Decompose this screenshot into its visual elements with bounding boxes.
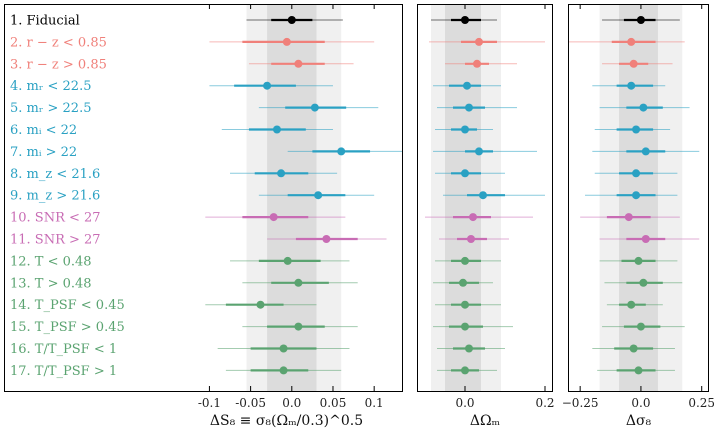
om-tick-label: 0.0 (455, 396, 474, 410)
s8-tick-label: -0.05 (235, 396, 266, 410)
sig8-tick-label: 0.0 (631, 396, 650, 410)
s8-inner-band (267, 4, 317, 391)
s8-point (322, 235, 331, 243)
om-point (467, 235, 475, 243)
sig8-point (632, 191, 641, 200)
s8-tick-label: -0.1 (198, 396, 221, 410)
row-label: 1. Fiducial (10, 14, 80, 29)
om-point (469, 213, 477, 222)
row-label: 17. T/T_PSF > 1 (10, 364, 117, 379)
sig8-panel-frame (568, 4, 709, 392)
s8-point (310, 103, 319, 112)
s8-point (269, 213, 278, 222)
s8-point (337, 147, 346, 156)
data-marks (205, 16, 700, 375)
om-panel-frame (417, 4, 553, 392)
sig8-point (634, 256, 643, 265)
sig8-point (629, 59, 638, 68)
s8-point (294, 278, 303, 287)
om-point (465, 103, 473, 112)
s8-panel-frame (4, 4, 403, 392)
om-point (461, 169, 469, 178)
sig8-point (627, 300, 636, 309)
row-label: 11. SNR > 27 (10, 233, 101, 248)
s8-point (272, 125, 281, 134)
s8-point (279, 366, 288, 375)
s8-point (256, 300, 265, 309)
s8-point (294, 322, 303, 331)
om-point (461, 300, 469, 309)
sig8-point (639, 278, 648, 287)
sig8-point (632, 169, 641, 178)
row-label: 3. r − z > 0.85 (10, 57, 107, 72)
sig8-tick-label: 0.25 (688, 396, 714, 410)
s8-point (294, 59, 303, 68)
om-point (475, 37, 483, 46)
om-point (461, 322, 469, 331)
row-label: 2. r − z < 0.85 (10, 35, 107, 50)
row-label: 6. mᵢ < 22 (10, 123, 77, 138)
om-point (475, 147, 483, 156)
row-label: 10. SNR < 27 (10, 211, 101, 226)
om-point (461, 16, 469, 24)
row-labels: 1. Fiducial 2. r − z < 0.85 3. r − z > 0.8… (10, 14, 125, 379)
sig8-point (641, 235, 650, 243)
sig8-point (641, 147, 650, 156)
sig8-point (636, 16, 645, 24)
row-label: 5. mᵣ > 22.5 (10, 101, 91, 116)
row-label: 16. T/T_PSF < 1 (10, 342, 117, 357)
row-label: 13. T > 0.48 (10, 276, 92, 291)
sig8-point (624, 213, 633, 222)
s8-point (277, 169, 286, 178)
panel-frames (4, 4, 709, 392)
axis-labels: ΔS₈ ≡ σ₈(Ωₘ/0.3)^0.5 ΔΩₘ Δσ₈ (210, 413, 652, 429)
s8-point (279, 344, 288, 353)
s8-point (287, 16, 296, 24)
om-tick-label: 0.2 (535, 396, 554, 410)
om-point (463, 81, 471, 90)
om-axis-label: ΔΩₘ (470, 413, 501, 429)
row-label: 14. T_PSF < 0.45 (10, 298, 125, 313)
s8-point (263, 81, 272, 90)
s8-point (283, 256, 292, 265)
om-point (473, 59, 481, 68)
s8-tick-label: 0.0 (282, 396, 301, 410)
row-label: 15. T_PSF > 0.45 (10, 320, 125, 335)
om-point (461, 366, 469, 375)
row-label: 7. mᵢ > 22 (10, 145, 77, 160)
sig8-point (632, 125, 641, 134)
sig8-point (636, 322, 645, 331)
sig8-point (627, 37, 636, 46)
sig8-tick-label: −0.25 (562, 396, 599, 410)
sig8-point (634, 366, 643, 375)
sig8-point (629, 344, 638, 353)
om-point (459, 278, 467, 287)
s8-point (282, 37, 291, 46)
confidence-bands (246, 4, 683, 391)
om-point (465, 344, 473, 353)
row-label: 9. m_z > 21.6 (10, 189, 100, 204)
s8-tick-label: 0.1 (365, 396, 384, 410)
s8-tick-label: 0.05 (320, 396, 347, 410)
om-point (461, 256, 469, 265)
s8-axis-label: ΔS₈ ≡ σ₈(Ωₘ/0.3)^0.5 (210, 413, 363, 429)
s8-point (314, 191, 323, 200)
om-point (461, 125, 469, 134)
om-point (479, 191, 487, 200)
row-label: 4. mᵣ < 22.5 (10, 79, 91, 94)
sig8-point (627, 81, 636, 90)
axis-ticks: -0.1 -0.05 0.0 0.05 0.1 0.0 0.2 −0.25 0.0 0.25 (198, 4, 714, 410)
row-label: 8. m_z < 21.6 (10, 167, 100, 182)
sig8-point (639, 103, 648, 112)
sig8-axis-label: Δσ₈ (626, 413, 652, 429)
row-label: 12. T < 0.48 (10, 254, 92, 269)
